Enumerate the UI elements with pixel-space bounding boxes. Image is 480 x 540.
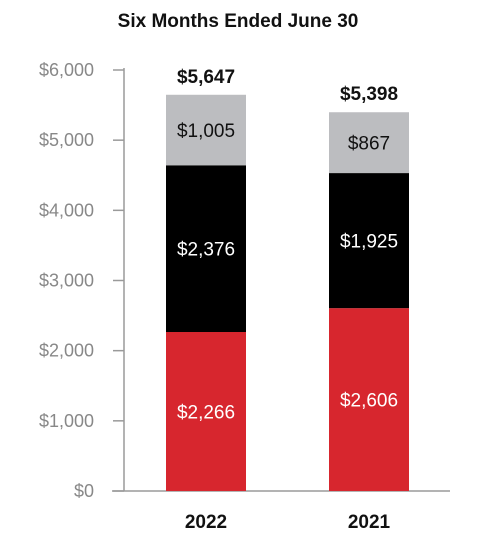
y-tick-label: $4,000 [39,200,94,220]
bar-segment-label: $1,005 [177,121,235,142]
x-tick-label: 2021 [348,512,391,533]
bar-segment-label: $2,266 [177,403,235,424]
bar-segment-label: $867 [348,134,390,155]
bar-segment [166,165,246,333]
chart-bars: $2,266 $2,376 $1,005 $5,647 $2,606 $1,925 $867… [166,67,409,491]
y-tick-label: $6,000 [39,60,94,80]
y-tick-label: $1,000 [39,411,94,431]
bar-total-label: $5,647 [177,67,235,88]
bar-segment-label: $2,606 [340,391,398,412]
bar-segment [329,112,409,174]
bar-segment [329,173,409,309]
bar-segment-label: $1,925 [340,232,398,253]
bar-segment [166,332,246,491]
y-tick-label: $3,000 [39,271,94,291]
y-tick-label: $2,000 [39,341,94,361]
bar-segment [166,94,246,166]
y-tick-label: $0 [74,481,94,501]
chart-axes: $0 $1,000 $2,000 $3,000 $4,000 $5,000 $6,000 20… [39,60,450,533]
bar-segment [329,308,409,491]
bar-segment-label: $2,376 [177,240,235,261]
chart-title: Six Months Ended June 30 [118,11,359,32]
x-tick-label: 2022 [185,512,227,533]
y-tick-label: $5,000 [39,130,94,150]
bar-total-label: $5,398 [340,84,398,105]
